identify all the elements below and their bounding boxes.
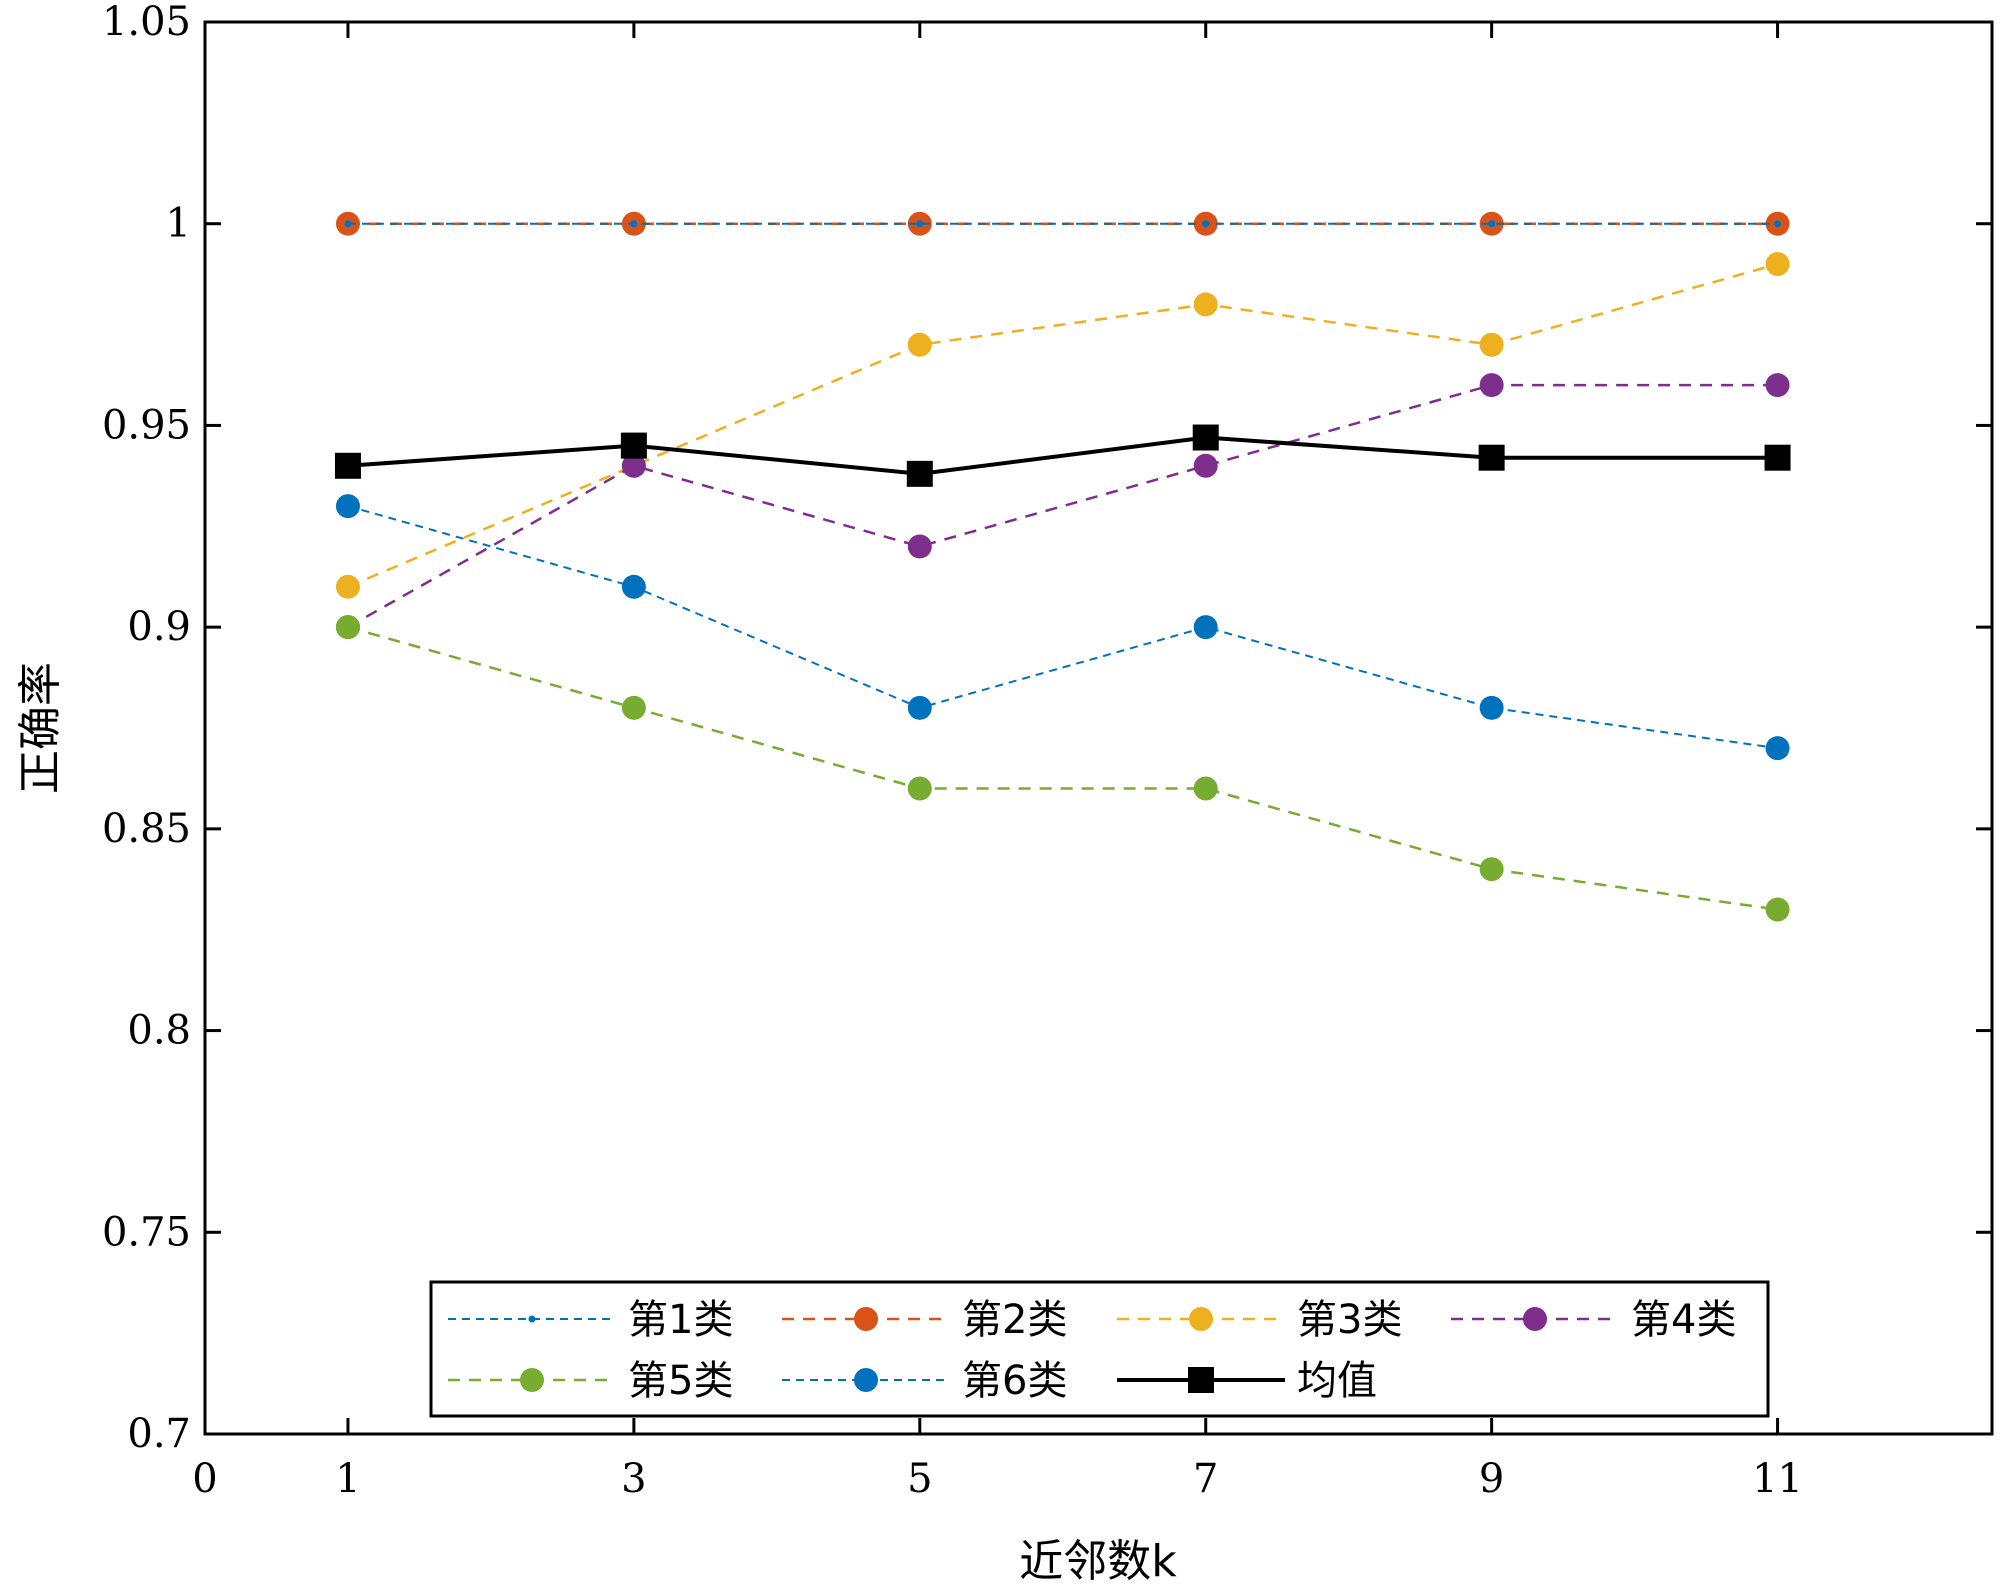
y-tick-label: 0.8 bbox=[127, 1008, 191, 1054]
data-point bbox=[1193, 292, 1218, 317]
data-point bbox=[907, 332, 932, 357]
legend-label: 第1类 bbox=[628, 1297, 733, 1343]
data-point bbox=[621, 453, 646, 478]
legend-item: 第2类 bbox=[782, 1297, 1067, 1343]
data-point bbox=[334, 452, 361, 479]
data-point bbox=[1479, 857, 1504, 882]
data-point bbox=[335, 494, 360, 519]
data-point bbox=[1193, 615, 1218, 640]
data-point bbox=[1765, 736, 1790, 761]
x-tick-label: 3 bbox=[621, 1456, 646, 1502]
legend-marker bbox=[1188, 1367, 1214, 1393]
data-point bbox=[335, 574, 360, 599]
data-point bbox=[1479, 373, 1504, 398]
x-tick-label: 1 bbox=[335, 1456, 360, 1502]
series-line bbox=[347, 435, 1778, 476]
legend-marker bbox=[854, 1368, 878, 1392]
y-tick-label: 1.05 bbox=[102, 0, 191, 45]
series-7 bbox=[334, 424, 1791, 487]
legend-label: 第4类 bbox=[1631, 1297, 1736, 1343]
plot-area bbox=[203, 20, 1994, 1436]
legend-marker bbox=[1189, 1307, 1213, 1331]
data-point bbox=[344, 220, 352, 228]
data-point bbox=[906, 460, 933, 487]
legend-item: 第1类 bbox=[448, 1297, 733, 1343]
series-line bbox=[347, 505, 1778, 750]
data-point bbox=[1202, 220, 1210, 228]
legend-label: 第5类 bbox=[628, 1358, 733, 1404]
legend-label: 第3类 bbox=[1297, 1297, 1402, 1343]
legend-label: 第2类 bbox=[962, 1297, 1067, 1343]
data-point bbox=[1193, 776, 1218, 801]
data-point bbox=[335, 615, 360, 640]
data-point bbox=[620, 432, 647, 459]
legend-item: 均值 bbox=[1117, 1358, 1377, 1404]
x-tick-label: 9 bbox=[1479, 1456, 1504, 1502]
x-tick-label: 0 bbox=[192, 1456, 217, 1502]
x-axis-title: 近邻数k bbox=[1019, 1536, 1177, 1587]
legend-marker bbox=[854, 1307, 878, 1331]
y-tick-label: 0.75 bbox=[102, 1209, 191, 1255]
legend-item: 第4类 bbox=[1451, 1297, 1736, 1343]
x-tick-label: 7 bbox=[1193, 1456, 1218, 1502]
data-point bbox=[907, 695, 932, 720]
data-point bbox=[1774, 220, 1782, 228]
data-point bbox=[1765, 373, 1790, 398]
data-point bbox=[916, 220, 924, 228]
legend-item: 第6类 bbox=[782, 1358, 1067, 1404]
data-point bbox=[1765, 252, 1790, 277]
legend-item: 第3类 bbox=[1117, 1297, 1402, 1343]
legend-marker bbox=[520, 1368, 544, 1392]
x-axis: 0 1 3 5 7 9 11 bbox=[192, 22, 1803, 1502]
data-point bbox=[1193, 453, 1218, 478]
data-point bbox=[621, 574, 646, 599]
y-axis-title: 正确率 bbox=[15, 662, 66, 794]
x-tick-label: 11 bbox=[1752, 1456, 1803, 1502]
data-point bbox=[621, 695, 646, 720]
data-point bbox=[907, 776, 932, 801]
series-4 bbox=[335, 373, 1790, 640]
series-line bbox=[347, 383, 1778, 629]
series-1 bbox=[344, 220, 1782, 228]
legend-label: 第6类 bbox=[962, 1358, 1067, 1404]
series-line bbox=[347, 262, 1778, 588]
y-tick-label: 0.85 bbox=[102, 806, 191, 852]
y-tick-label: 0.7 bbox=[127, 1411, 191, 1457]
series-5 bbox=[335, 615, 1790, 922]
data-point bbox=[1192, 424, 1219, 451]
data-point bbox=[1479, 332, 1504, 357]
data-point bbox=[1764, 444, 1791, 471]
y-axis: 0.7 0.75 0.8 0.85 0.9 0.95 1 1.05 bbox=[102, 0, 1992, 1457]
data-point bbox=[1479, 695, 1504, 720]
series-6 bbox=[335, 494, 1790, 761]
y-tick-label: 0.9 bbox=[127, 604, 191, 650]
legend-item: 第5类 bbox=[448, 1358, 733, 1404]
data-point bbox=[1478, 444, 1505, 471]
legend-marker bbox=[528, 1315, 536, 1323]
legend-box bbox=[429, 1280, 1770, 1418]
x-tick-label: 5 bbox=[907, 1456, 932, 1502]
y-tick-label: 1 bbox=[166, 201, 191, 247]
data-point bbox=[907, 534, 932, 559]
series-layer bbox=[334, 211, 1791, 922]
data-point bbox=[1765, 897, 1790, 922]
series-line bbox=[347, 625, 1778, 911]
data-point bbox=[1488, 220, 1496, 228]
data-point bbox=[630, 220, 638, 228]
legend-marker bbox=[1523, 1307, 1547, 1331]
legend-label: 均值 bbox=[1297, 1358, 1377, 1404]
y-tick-label: 0.95 bbox=[102, 402, 191, 448]
